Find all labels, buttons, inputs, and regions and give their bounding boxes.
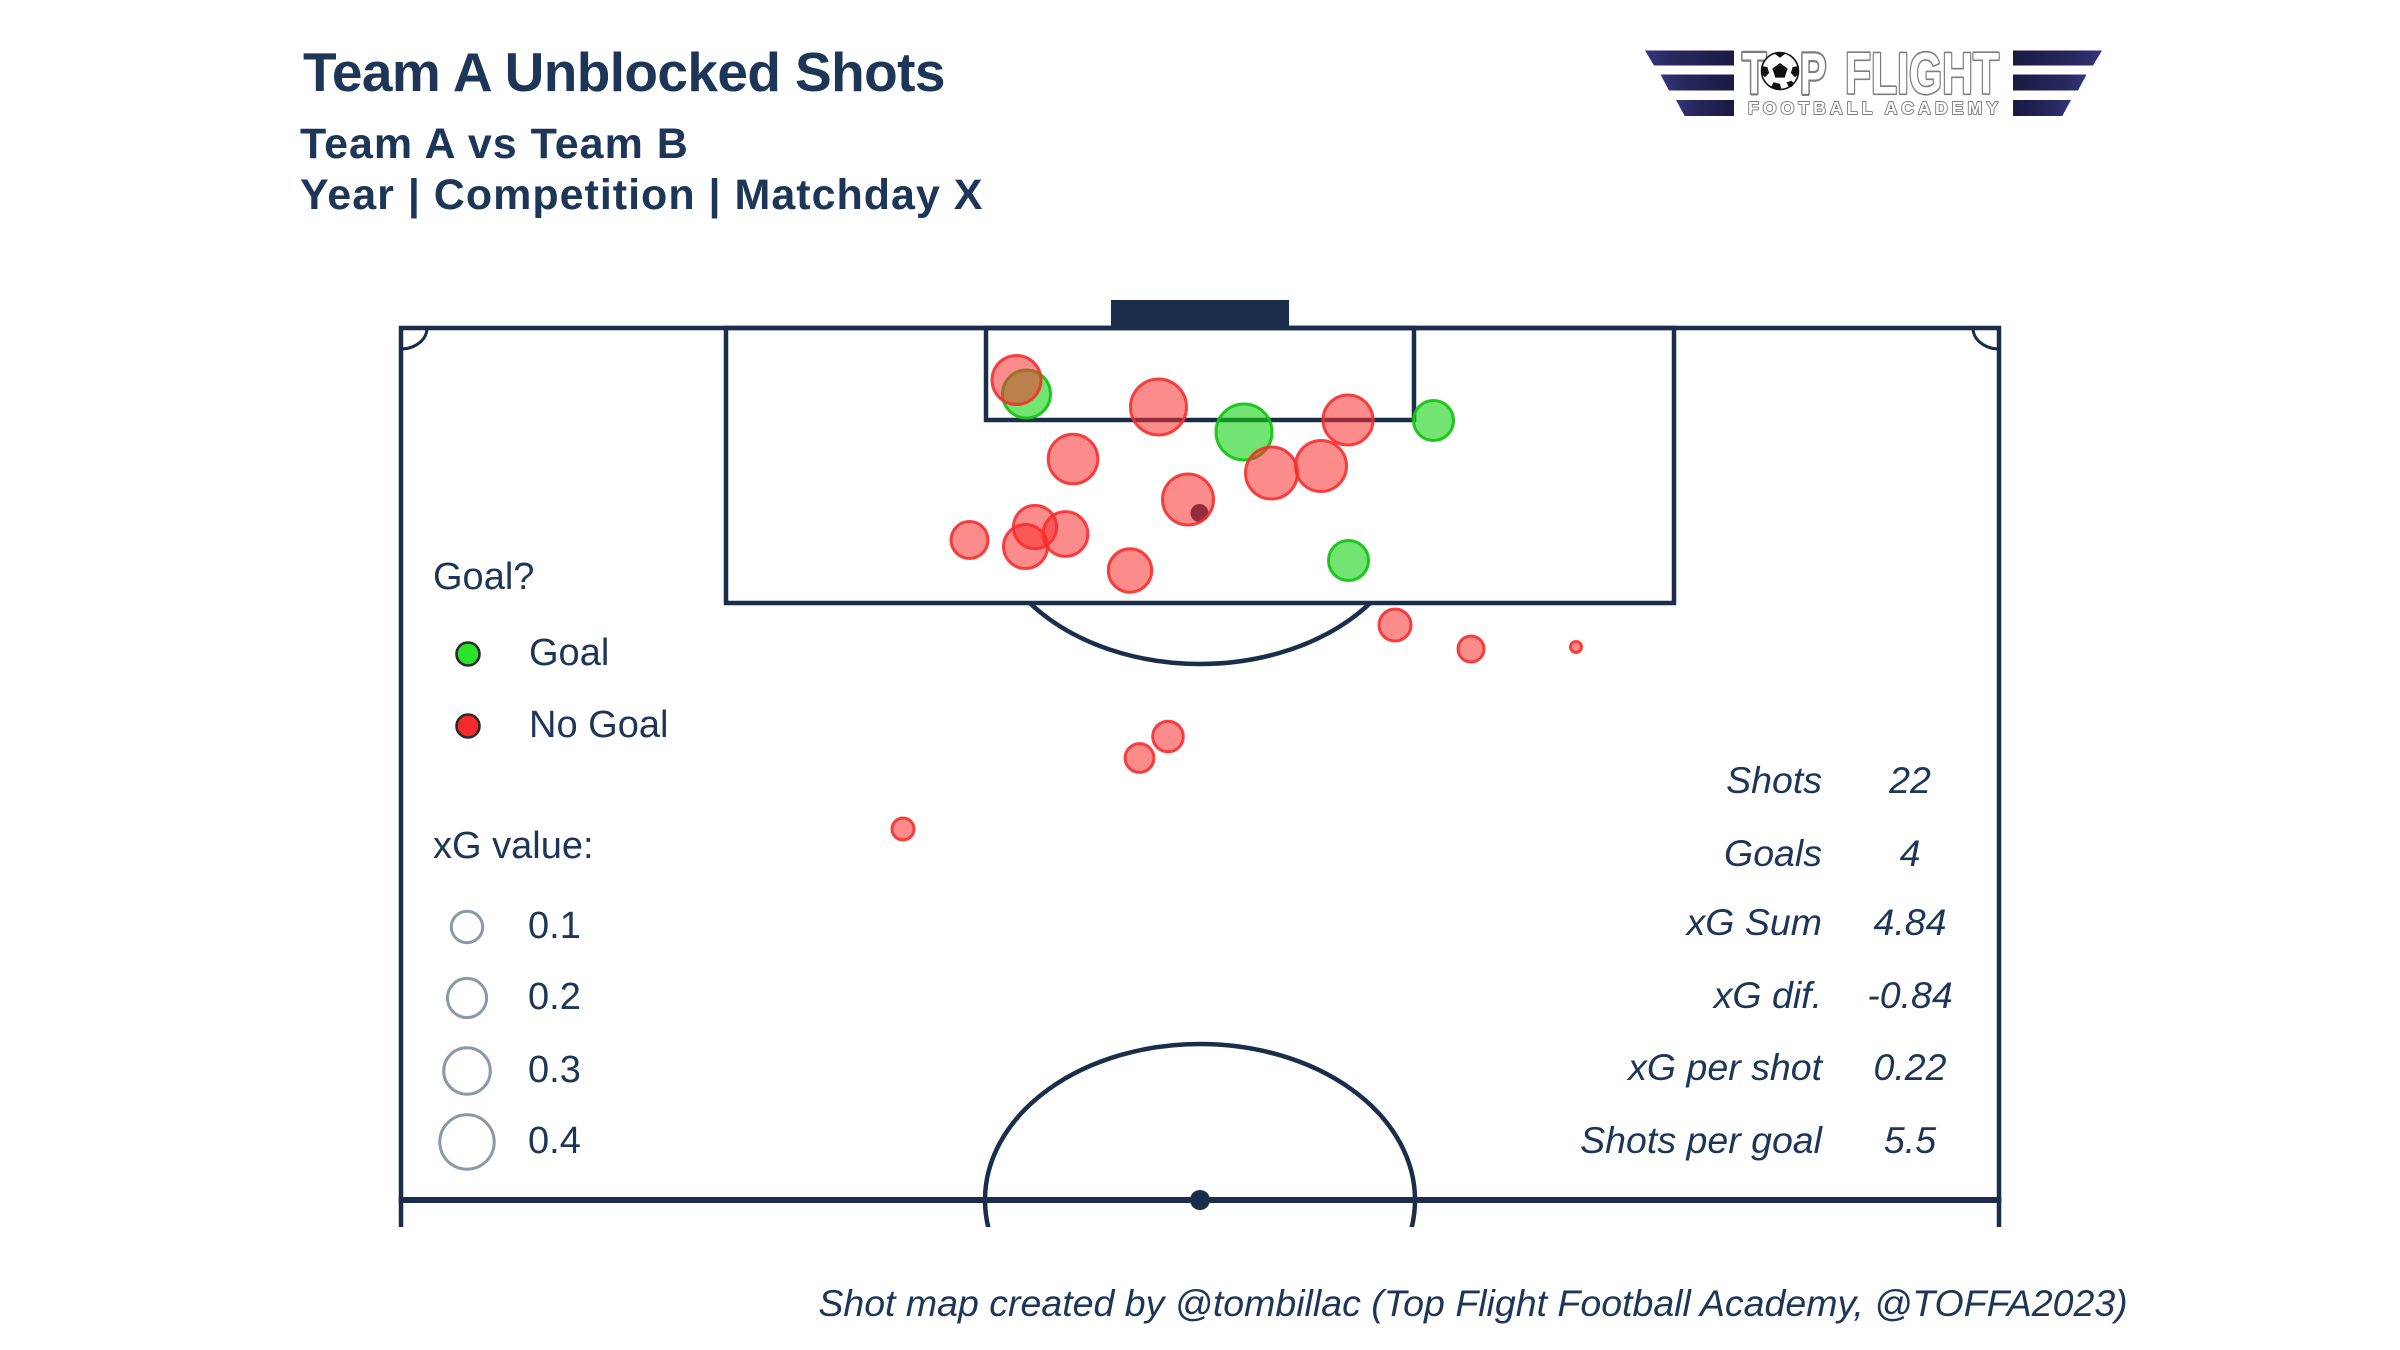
svg-text:Team A Unblocked Shots: Team A Unblocked Shots — [303, 41, 945, 103]
svg-text:xG dif.: xG dif. — [1712, 974, 1822, 1016]
svg-text:Goal?: Goal? — [433, 556, 534, 598]
svg-text:Year | Competition | Matchday: Year | Competition | Matchday X — [300, 171, 983, 219]
svg-text:-0.84: -0.84 — [1867, 974, 1952, 1016]
svg-text:5.5: 5.5 — [1884, 1119, 1936, 1161]
svg-text:0.22: 0.22 — [1874, 1046, 1947, 1088]
svg-text:0.1: 0.1 — [528, 905, 581, 947]
svg-text:4.84: 4.84 — [1874, 901, 1947, 943]
svg-text:P: P — [1800, 41, 1826, 106]
svg-text:0.4: 0.4 — [528, 1120, 581, 1162]
svg-text:Shots per goal: Shots per goal — [1580, 1119, 1823, 1161]
svg-text:FLIGHT: FLIGHT — [1845, 42, 1999, 107]
svg-text:0.2: 0.2 — [528, 976, 581, 1018]
svg-text:xG per shot: xG per shot — [1626, 1046, 1823, 1088]
svg-text:22: 22 — [1888, 759, 1931, 801]
svg-text:No Goal: No Goal — [529, 704, 668, 746]
svg-text:0.3: 0.3 — [528, 1049, 581, 1091]
svg-text:Goal: Goal — [529, 632, 609, 674]
svg-text:xG Sum: xG Sum — [1685, 901, 1822, 943]
svg-text:xG value:: xG value: — [433, 825, 594, 867]
svg-text:4: 4 — [1900, 832, 1921, 874]
svg-text:Shots: Shots — [1726, 759, 1822, 801]
svg-text:Goals: Goals — [1724, 832, 1822, 874]
svg-text:Shot map created by @tombillac: Shot map created by @tombillac (Top Flig… — [818, 1282, 2127, 1324]
svg-text:Team A vs Team B: Team A vs Team B — [300, 120, 689, 168]
